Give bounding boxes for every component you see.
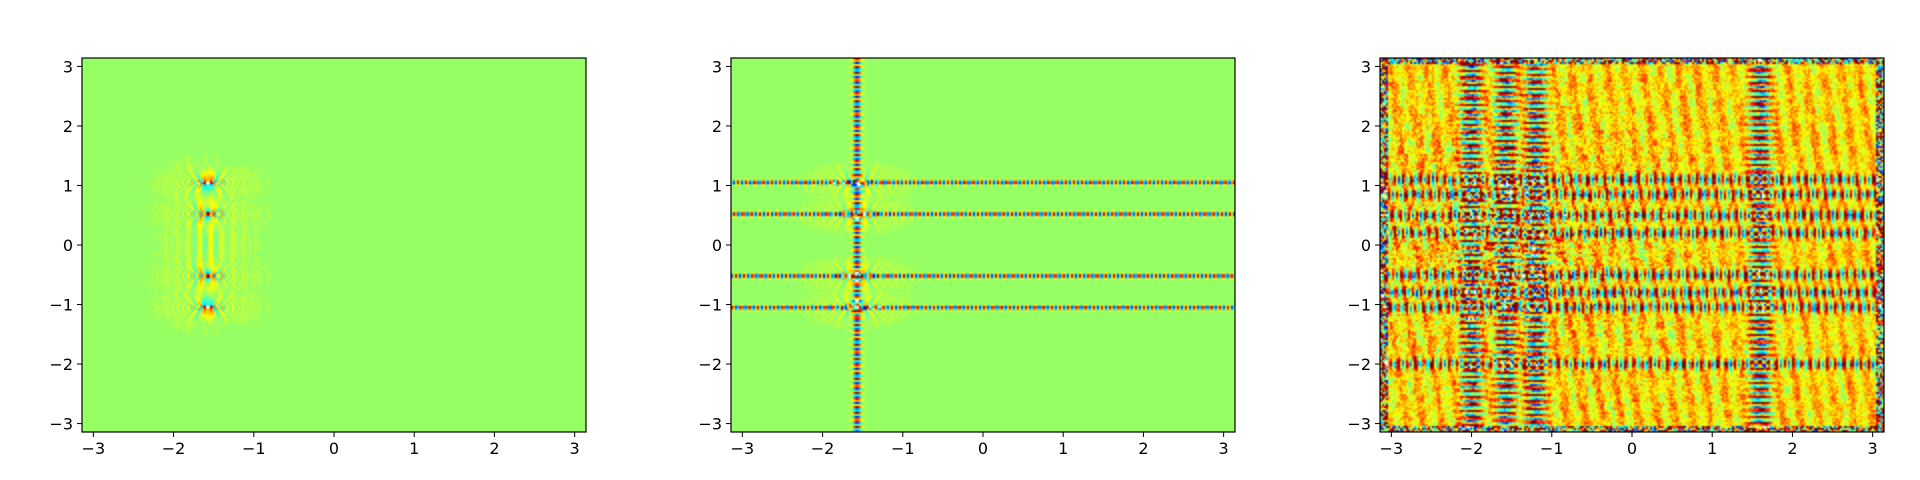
x-tick-label: 3 (570, 439, 580, 458)
x-tick-label: 1 (1058, 439, 1068, 458)
heatmap-image (731, 58, 1235, 432)
x-tick-label: −2 (1460, 439, 1484, 458)
heatmap-image (1380, 58, 1884, 432)
y-tick-label: −2 (49, 355, 73, 374)
x-tick-label: 0 (978, 439, 988, 458)
heatmap-panel-1: −3 −2 −1 0 1 2 3 3 2 1 0 −1 −2 −3 (49, 57, 587, 458)
y-tick-label: 3 (63, 57, 73, 76)
x-tick-label: 3 (1868, 439, 1878, 458)
y-tick-label: −3 (698, 415, 722, 434)
x-tick-label: 0 (1627, 439, 1637, 458)
x-tick-label: −2 (811, 439, 835, 458)
y-tick-label: −1 (49, 296, 73, 315)
y-tick-label: 1 (712, 176, 722, 195)
x-tick-label: −3 (82, 439, 106, 458)
x-tick-label: −1 (242, 439, 266, 458)
y-tick-label: 0 (1361, 236, 1371, 255)
x-tick-label: −3 (731, 439, 755, 458)
x-tick-label: 1 (1707, 439, 1717, 458)
heatmap-panel-3: −3 −2 −1 0 1 2 3 3 2 1 0 −1 −2 −3 (1347, 57, 1885, 458)
y-tick-label: −1 (1347, 296, 1371, 315)
y-tick-label: 3 (1361, 57, 1371, 76)
y-tick-label: 1 (1361, 176, 1371, 195)
x-tick-label: −1 (1540, 439, 1564, 458)
y-tick-label: −2 (1347, 355, 1371, 374)
y-tick-label: 0 (712, 236, 722, 255)
y-tick-label: −2 (698, 355, 722, 374)
y-tick-label: −3 (1347, 415, 1371, 434)
y-tick-label: 1 (63, 176, 73, 195)
x-tick-label: 2 (1138, 439, 1148, 458)
y-tick-label: 2 (63, 117, 73, 136)
x-tick-label: 3 (1219, 439, 1229, 458)
y-tick-label: −1 (698, 296, 722, 315)
heatmap-image (82, 58, 586, 432)
x-tick-label: −1 (891, 439, 915, 458)
y-tick-label: −3 (49, 415, 73, 434)
x-tick-label: −2 (162, 439, 186, 458)
y-tick-label: 2 (1361, 117, 1371, 136)
x-tick-label: 2 (489, 439, 499, 458)
x-tick-label: −3 (1380, 439, 1404, 458)
heatmap-panel-2: −3 −2 −1 0 1 2 3 3 2 1 0 −1 −2 −3 (698, 57, 1236, 458)
y-tick-label: 3 (712, 57, 722, 76)
y-tick-label: 2 (712, 117, 722, 136)
x-tick-label: 2 (1787, 439, 1797, 458)
x-tick-label: 0 (329, 439, 339, 458)
y-tick-label: 0 (63, 236, 73, 255)
x-tick-label: 1 (409, 439, 419, 458)
